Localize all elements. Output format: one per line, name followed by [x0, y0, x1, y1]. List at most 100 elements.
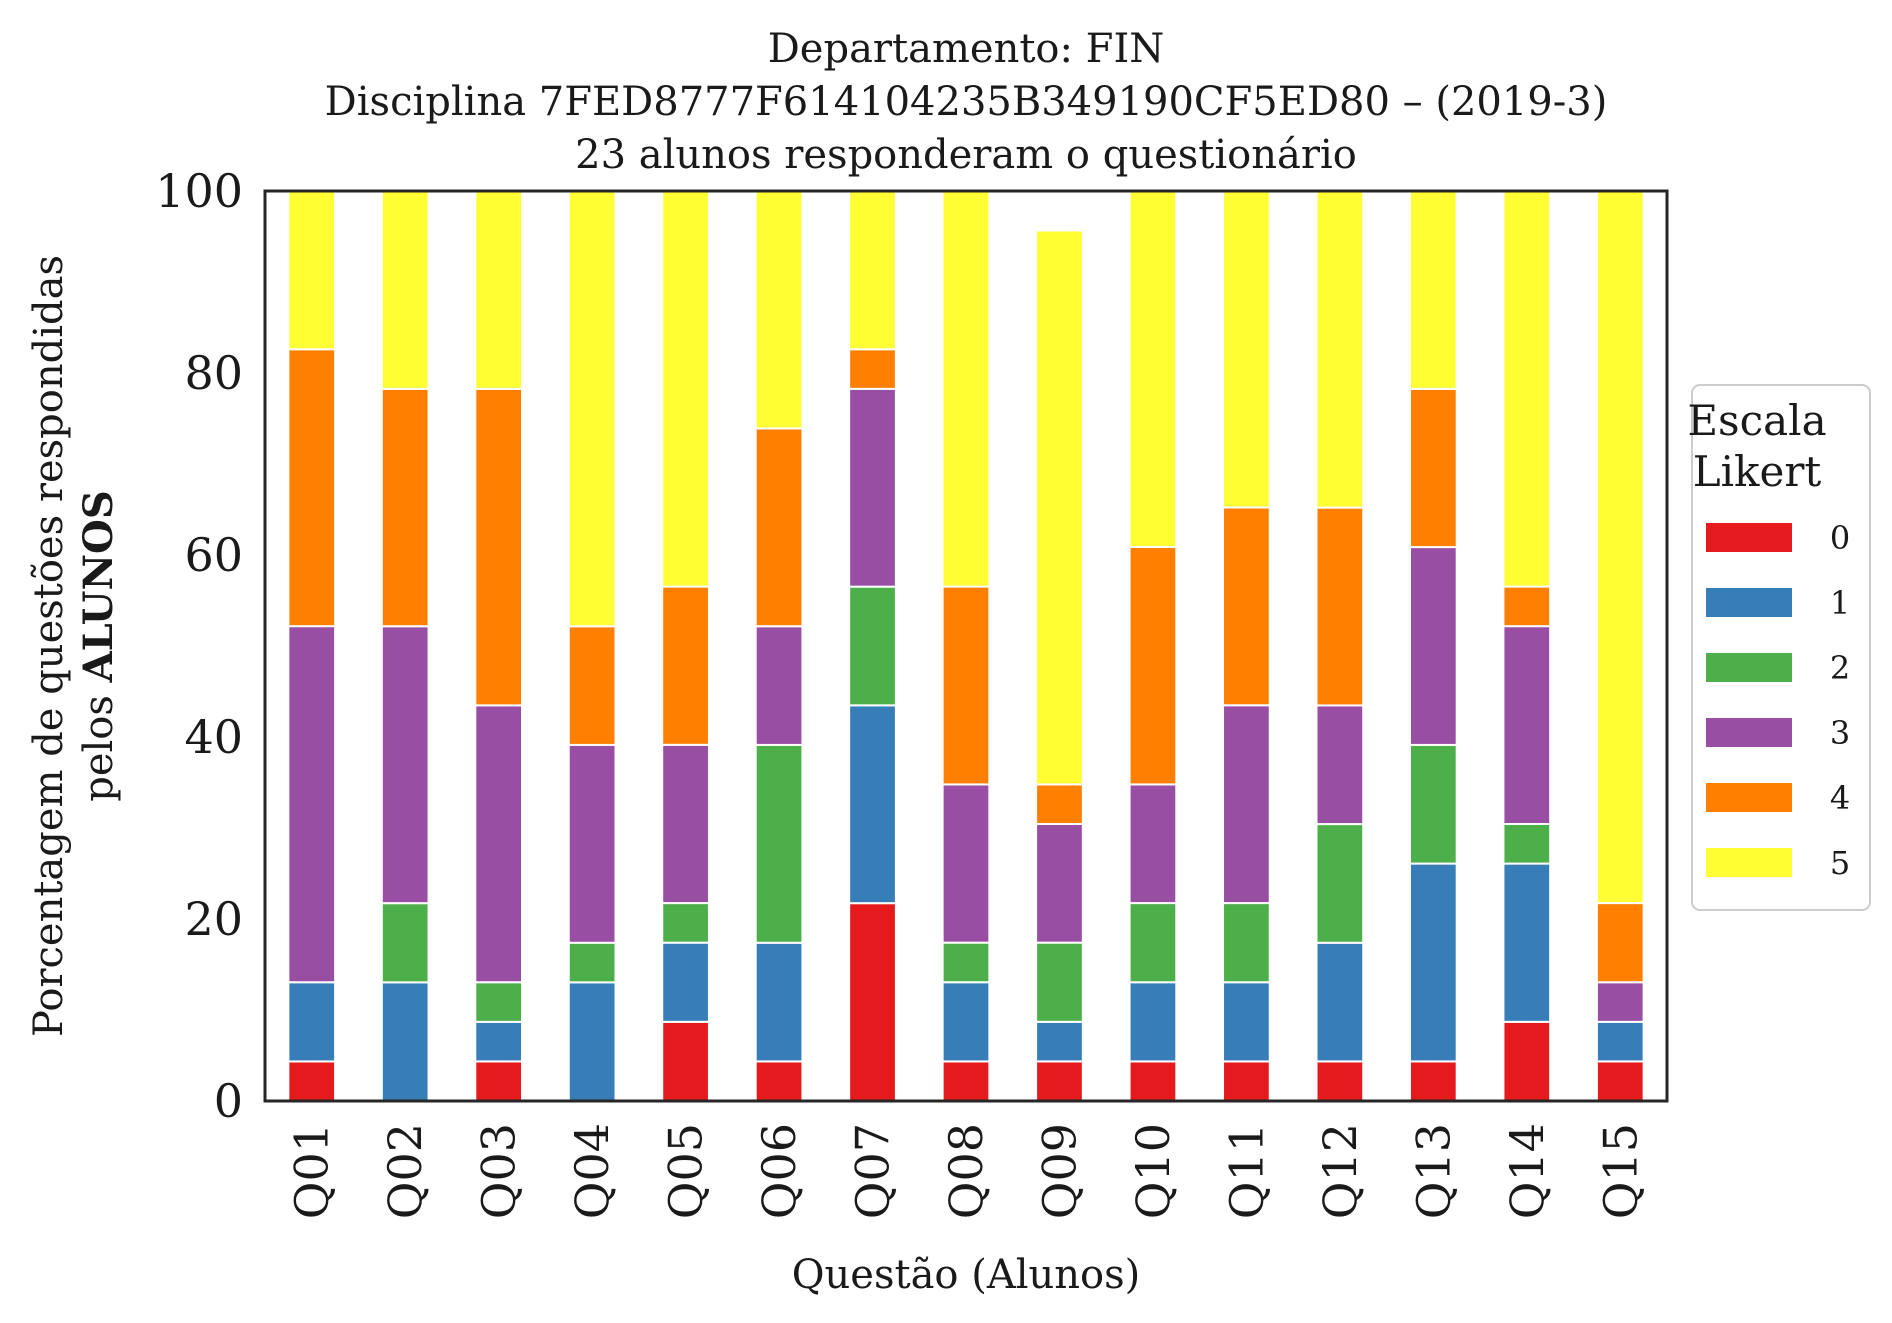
bar-segment-q14-likert-5 [1502, 189, 1552, 588]
bar-segment-q08-likert-5 [941, 189, 991, 588]
bar-segment-q07-likert-1 [848, 704, 897, 905]
bar-segment-q15-likert-3 [1595, 981, 1645, 1023]
bar-segment-q01-likert-4 [287, 348, 337, 628]
x-tick-label-q08: Q08 [939, 1123, 993, 1219]
bar-stack-q01 [287, 190, 337, 1103]
bar-segment-q01-likert-3 [287, 625, 337, 984]
bar-segment-q06-likert-5 [754, 190, 804, 430]
bar-segment-q13-likert-0 [1408, 1060, 1458, 1103]
x-tick-label-q02: Q02 [378, 1123, 432, 1219]
bar-segment-q05-likert-5 [661, 189, 710, 588]
bar-stack-q02 [380, 190, 430, 1103]
bar-segment-q02-likert-4 [380, 387, 430, 628]
bar-stack-q14 [1502, 189, 1552, 1103]
bar-segment-q04-likert-5 [567, 190, 617, 628]
legend-item-0: 0 [1706, 519, 1850, 557]
bar-segment-q10-likert-5 [1128, 189, 1178, 548]
x-tick-label-q05: Q05 [659, 1123, 713, 1219]
x-tick-label-q14: Q14 [1500, 1123, 1554, 1219]
y-axis-label-prefix: pelos [76, 682, 122, 801]
y-tick-label-60: 60 [184, 528, 243, 582]
x-tick-label-q07: Q07 [846, 1123, 900, 1219]
bar-segment-q04-likert-1 [567, 981, 617, 1103]
bar-segment-q06-likert-3 [754, 625, 804, 746]
bar-segment-q02-likert-5 [380, 190, 430, 390]
bar-segment-q12-likert-2 [1315, 823, 1365, 944]
legend-swatch-1 [1706, 588, 1792, 617]
bar-stack-q04 [567, 190, 617, 1103]
bar-segment-q07-likert-2 [848, 585, 897, 707]
bar-segment-q05-likert-1 [661, 941, 710, 1023]
bar-segment-q15-likert-0 [1595, 1060, 1645, 1103]
x-tick-label-q04: Q04 [565, 1123, 619, 1219]
bar-segment-q13-likert-2 [1408, 743, 1458, 865]
bar-segment-q08-likert-0 [941, 1060, 991, 1103]
chart-title-line-2: Disciplina 7FED8777F614104235B349190CF5E… [325, 79, 1608, 125]
x-tick-label-q10: Q10 [1126, 1123, 1180, 1219]
y-tick-label-100: 100 [155, 164, 243, 218]
legend-item-2: 2 [1706, 649, 1850, 687]
bar-segment-q01-likert-5 [287, 190, 337, 351]
bar-segment-q02-likert-1 [380, 981, 430, 1103]
legend-title-line-2: Likert [1693, 447, 1822, 496]
y-tick-label-40: 40 [184, 710, 243, 764]
bar-segment-q02-likert-2 [380, 902, 430, 984]
bar-segment-q15-likert-4 [1595, 902, 1645, 984]
bar-stack-q12 [1315, 190, 1365, 1103]
bar-segment-q11-likert-1 [1222, 981, 1271, 1063]
bar-stack-q08 [941, 189, 991, 1103]
y-tick-label-20: 20 [184, 892, 243, 946]
bar-stack-q10 [1128, 189, 1178, 1103]
bar-segment-q05-likert-0 [661, 1020, 710, 1103]
bar-segment-q14-likert-0 [1502, 1020, 1552, 1103]
bar-segment-q07-likert-4 [848, 348, 897, 390]
x-axis-label: Questão (Alunos) [792, 1252, 1141, 1298]
bar-segment-q03-likert-2 [474, 981, 524, 1023]
x-tick-label-q11: Q11 [1219, 1123, 1273, 1219]
y-axis-ticks: 0 20 40 60 80 100 [155, 164, 243, 1128]
bars-layer [287, 189, 1645, 1103]
legend-label-1: 1 [1830, 584, 1850, 622]
legend-swatch-4 [1706, 783, 1792, 812]
bar-segment-q05-likert-3 [661, 743, 710, 905]
bar-segment-q01-likert-1 [287, 981, 337, 1063]
bar-segment-q04-likert-3 [567, 743, 617, 944]
y-tick-label-80: 80 [184, 346, 243, 400]
bar-segment-q13-likert-5 [1408, 190, 1458, 390]
bar-segment-q04-likert-4 [567, 625, 617, 746]
bar-segment-q12-likert-1 [1315, 941, 1365, 1063]
bar-segment-q03-likert-4 [474, 387, 524, 707]
legend-swatch-2 [1706, 653, 1792, 682]
bar-segment-q04-likert-2 [567, 941, 617, 984]
bar-segment-q13-likert-3 [1408, 546, 1458, 746]
bar-segment-q14-likert-3 [1502, 625, 1552, 825]
bar-segment-q03-likert-0 [474, 1060, 524, 1103]
x-tick-label-q01: Q01 [285, 1123, 339, 1219]
bar-segment-q03-likert-3 [474, 704, 524, 984]
x-tick-label-q15: Q15 [1593, 1123, 1647, 1219]
x-tick-label-q09: Q09 [1032, 1123, 1086, 1219]
bar-segment-q07-likert-5 [848, 190, 897, 351]
bar-segment-q11-likert-5 [1222, 189, 1271, 509]
x-tick-label-q13: Q13 [1406, 1123, 1460, 1219]
bar-segment-q15-likert-1 [1595, 1020, 1645, 1063]
legend-swatch-0 [1706, 523, 1792, 552]
plot-area-frame [263, 189, 1669, 1103]
bar-segment-q06-likert-2 [754, 743, 804, 944]
y-axis-label-line-2: pelos ALUNOS [75, 490, 122, 802]
bar-segment-q12-likert-5 [1315, 190, 1365, 509]
legend-frame [1691, 384, 1871, 911]
bar-segment-q10-likert-0 [1128, 1060, 1178, 1103]
bar-segment-q12-likert-3 [1315, 704, 1365, 826]
bar-stack-q05 [661, 189, 710, 1103]
bar-segment-q08-likert-2 [941, 941, 991, 984]
bar-segment-q10-likert-2 [1128, 902, 1178, 984]
bar-segment-q06-likert-0 [754, 1060, 804, 1103]
bar-stack-q13 [1408, 190, 1458, 1103]
bar-segment-q08-likert-3 [941, 783, 991, 944]
bar-segment-q07-likert-0 [848, 902, 897, 1102]
bar-segment-q09-likert-1 [1035, 1020, 1084, 1063]
legend-label-5: 5 [1830, 844, 1850, 882]
bar-segment-q12-likert-0 [1315, 1060, 1365, 1103]
y-tick-label-0: 0 [214, 1074, 243, 1128]
